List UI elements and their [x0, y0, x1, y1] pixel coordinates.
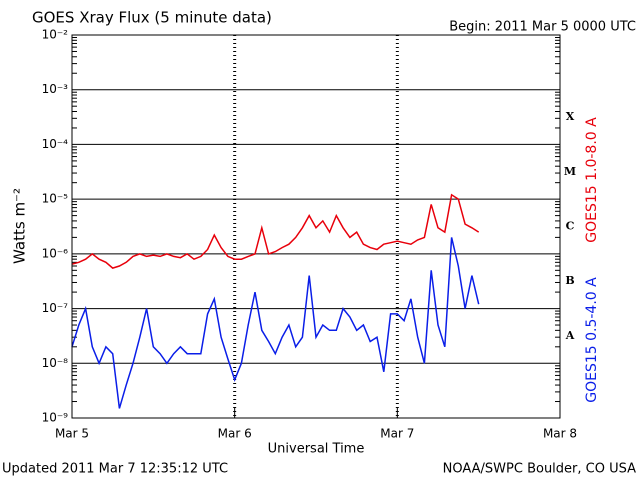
flare-class-label: C: [566, 220, 575, 233]
y-tick-label: 10⁻⁵: [42, 192, 69, 206]
footer-left: Updated 2011 Mar 7 12:35:12 UTC: [2, 462, 228, 477]
x-tick-label: Mar 7: [380, 427, 414, 441]
plot-frame: [71, 34, 561, 419]
series-line: [71, 237, 480, 409]
y-tick-label: 10⁻⁷: [42, 301, 69, 315]
flare-class-label: B: [565, 274, 574, 287]
series-line: [71, 193, 480, 269]
flare-class-label: A: [565, 329, 575, 342]
x-tick-label: Mar 6: [218, 427, 252, 441]
chart-subtitle: Begin: 2011 Mar 5 0000 UTC: [449, 20, 636, 35]
y-tick-label: 10⁻⁶: [42, 246, 69, 260]
legend-entry: GOES15 1.0-8.0 A: [584, 117, 600, 243]
legend-entry: GOES15 0.5-4.0 A: [584, 277, 600, 403]
y-tick-label: 10⁻²: [42, 28, 69, 42]
y-tick-label: 10⁻⁸: [42, 356, 69, 370]
flare-class-label: M: [564, 165, 576, 178]
y-tick-label: 10⁻⁹: [42, 411, 69, 425]
x-tick-label: Mar 5: [55, 427, 89, 441]
y-axis-label: Watts m⁻²: [11, 188, 29, 264]
footer-right: NOAA/SWPC Boulder, CO USA: [443, 462, 636, 477]
x-axis-label: Universal Time: [268, 442, 365, 457]
y-tick-label: 10⁻⁴: [42, 137, 69, 151]
x-tick-label: Mar 8: [543, 427, 577, 441]
y-tick-label: 10⁻³: [42, 82, 69, 96]
flare-class-label: X: [566, 110, 575, 123]
chart-title: GOES Xray Flux (5 minute data): [32, 9, 272, 27]
